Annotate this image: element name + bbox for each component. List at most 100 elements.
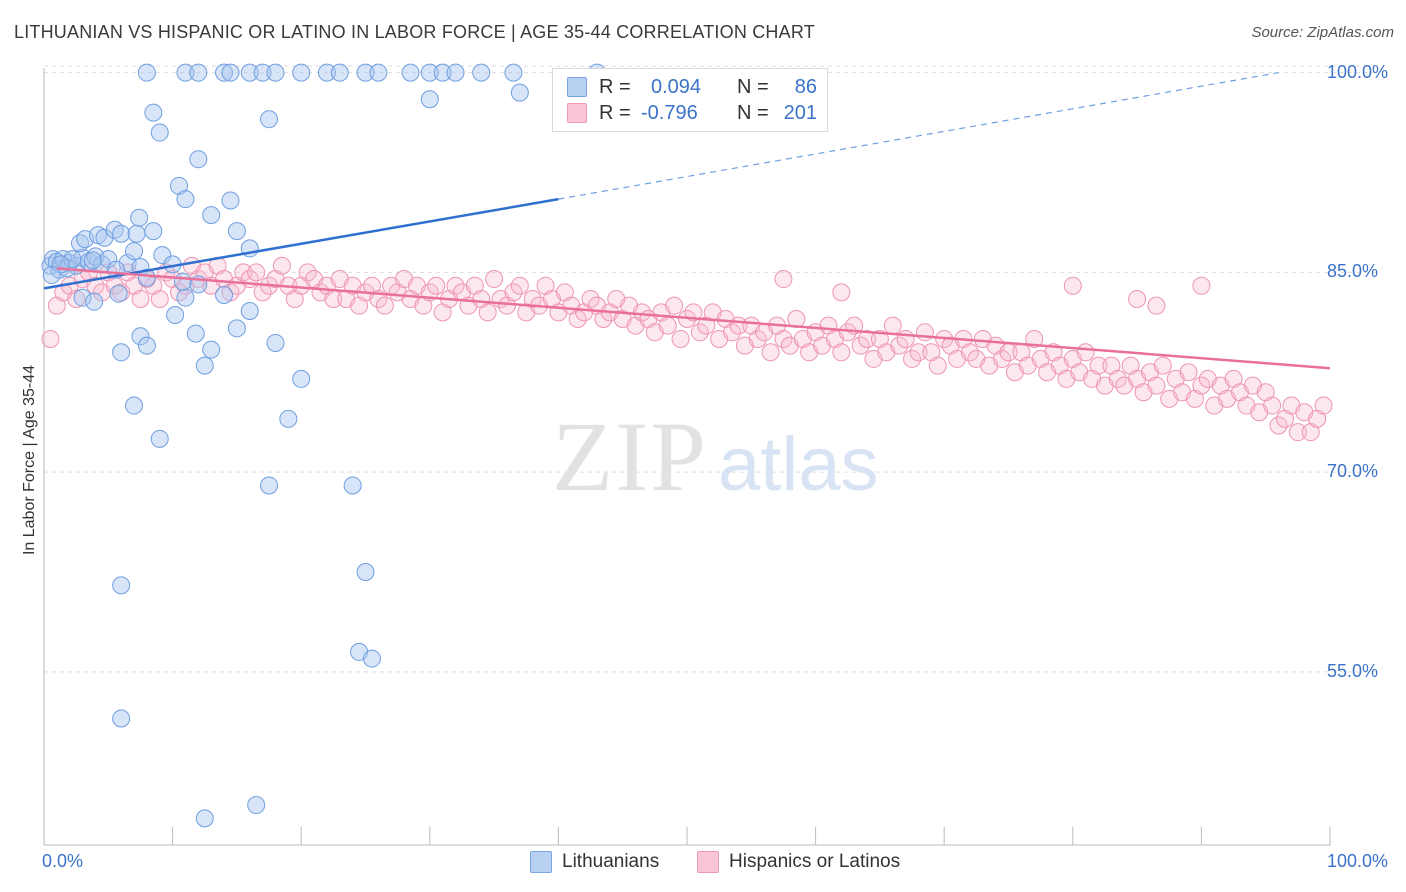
point-lithuanian	[279, 409, 298, 428]
point-hispanic	[1288, 423, 1307, 442]
legend-n-value: 201	[783, 101, 817, 124]
point-hispanic	[993, 349, 1012, 368]
point-lithuanian	[227, 319, 246, 338]
point-lithuanian	[112, 576, 131, 595]
point-lithuanian	[109, 284, 128, 303]
point-lithuanian	[173, 272, 192, 291]
watermark-zip: ZIP	[552, 401, 708, 512]
point-lithuanian	[131, 327, 150, 346]
point-hispanic	[896, 329, 915, 348]
chart-source: Source: ZipAtlas.com	[1251, 24, 1394, 41]
point-hispanic	[774, 270, 793, 289]
point-hispanic	[478, 303, 497, 322]
point-lithuanian	[83, 251, 102, 270]
point-lithuanian	[221, 191, 240, 210]
correlation-legend: R = 0.094 N = 86 R = -0.796 N = 201	[552, 68, 828, 132]
point-hispanic	[523, 290, 542, 309]
point-lithuanian	[150, 429, 169, 448]
point-hispanic	[1147, 376, 1166, 395]
point-lithuanian	[240, 63, 259, 82]
point-hispanic	[960, 343, 979, 362]
point-lithuanian	[189, 150, 208, 169]
point-lithuanian	[176, 288, 195, 307]
point-hispanic	[832, 283, 851, 302]
point-lithuanian	[221, 63, 240, 82]
point-hispanic	[1063, 276, 1082, 295]
point-lithuanian	[215, 63, 234, 82]
point-hispanic	[1076, 343, 1095, 362]
point-hispanic	[86, 276, 105, 295]
point-lithuanian	[99, 250, 118, 269]
point-lithuanian	[85, 292, 104, 311]
point-lithuanian	[112, 343, 131, 362]
watermark-atlas: atlas	[718, 422, 879, 507]
bottom-legend-lithuanians: Lithuanians	[530, 851, 659, 873]
point-hispanic	[375, 296, 394, 315]
point-lithuanian	[266, 63, 285, 82]
point-lithuanian	[195, 356, 214, 375]
point-hispanic	[851, 336, 870, 355]
point-hispanic	[632, 303, 651, 322]
point-lithuanian	[166, 305, 185, 324]
point-lithuanian	[215, 286, 234, 305]
point-hispanic	[272, 256, 291, 275]
point-lithuanian	[176, 63, 195, 82]
point-hispanic	[446, 276, 465, 295]
legend-r-value: -0.796	[641, 101, 698, 124]
legend-n-value: 86	[794, 75, 817, 98]
point-hispanic	[883, 316, 902, 335]
point-hispanic	[150, 290, 169, 309]
bottom-legend-hispanics: Hispanics or Latinos	[697, 851, 900, 873]
point-lithuanian	[153, 246, 172, 265]
point-hispanic	[774, 329, 793, 348]
x-tick-max: 100.0%	[1327, 851, 1389, 871]
point-hispanic	[684, 303, 703, 322]
y-tick-label: 85.0%	[1327, 261, 1379, 282]
point-lithuanian	[472, 63, 491, 82]
point-lithuanian	[330, 63, 349, 82]
point-lithuanian	[240, 302, 259, 321]
point-hispanic	[1147, 296, 1166, 315]
bottom-legend-label-hispanics: Hispanics or Latinos	[729, 851, 901, 872]
point-hispanic	[723, 323, 742, 342]
point-hispanic	[298, 263, 317, 282]
point-lithuanian	[362, 649, 381, 668]
trend-line-hispanics	[56, 267, 1331, 370]
point-lithuanian	[420, 63, 439, 82]
point-lithuanian	[63, 250, 82, 269]
point-lithuanian	[150, 123, 169, 142]
y-tick-label: 100.0%	[1327, 61, 1389, 82]
point-hispanic	[581, 290, 600, 309]
point-hispanic	[1025, 329, 1044, 348]
point-lithuanian	[112, 709, 131, 728]
point-lithuanian	[292, 63, 311, 82]
trend-lines	[43, 72, 1331, 370]
point-lithuanian	[137, 63, 156, 82]
point-hispanic	[485, 270, 504, 289]
point-lithuanian	[356, 563, 375, 582]
legend-r-label: R =	[599, 75, 631, 98]
point-lithuanian	[253, 63, 272, 82]
point-hispanic	[41, 329, 60, 348]
point-lithuanian	[189, 63, 208, 82]
point-lithuanian	[369, 63, 388, 82]
point-lithuanian	[144, 222, 163, 241]
point-lithuanian	[446, 63, 465, 82]
legend-swatch-hispanics	[567, 103, 587, 123]
point-hispanic	[1108, 369, 1127, 388]
point-lithuanian	[73, 288, 92, 307]
point-hispanic	[832, 343, 851, 362]
point-lithuanian	[125, 242, 144, 261]
bottom-legend-swatch-lithuanians	[530, 851, 552, 873]
point-hispanic	[1314, 396, 1333, 415]
point-hispanic	[247, 263, 266, 282]
point-lithuanian	[420, 90, 439, 109]
point-lithuanian	[137, 336, 156, 355]
point-hispanic	[909, 343, 928, 362]
point-lithuanian	[343, 476, 362, 495]
point-hispanic	[690, 323, 709, 342]
point-lithuanian	[112, 224, 131, 243]
y-tick-label: 55.0%	[1327, 660, 1379, 681]
point-lithuanian	[504, 63, 523, 82]
